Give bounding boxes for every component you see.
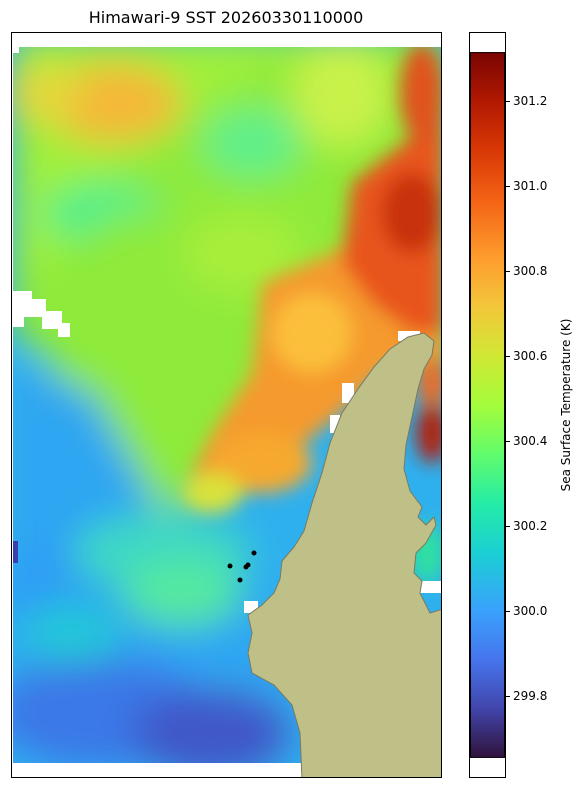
marker-point	[251, 550, 257, 556]
colorbar-tick: 300.2	[506, 520, 566, 532]
colorbar-tick: 301.0	[506, 180, 566, 192]
marker-point	[243, 564, 249, 570]
colorbar-gradient	[469, 32, 506, 778]
colorbar-tick: 300.8	[506, 265, 566, 277]
sst-map-svg	[13, 47, 441, 777]
marker-point	[237, 577, 243, 583]
sst-map-panel	[11, 32, 442, 778]
sst-field	[13, 47, 441, 763]
land-mass	[247, 332, 441, 777]
colorbar-tick: 300.0	[506, 605, 566, 617]
colorbar-tick: 301.2	[506, 95, 566, 107]
colorbar: 301.2 301.0 300.8 300.6 300.4 300.2 300.…	[469, 32, 579, 778]
map-title: Himawari-9 SST 20260330110000	[88, 8, 364, 27]
marker-point	[227, 563, 233, 569]
observation-markers	[227, 550, 257, 583]
colorbar-tick: 300.4	[506, 435, 566, 447]
colorbar-label: Sea Surface Temperature (K)	[559, 318, 573, 492]
colorbar-tick: 300.6	[506, 350, 566, 362]
colorbar-tick: 299.8	[506, 690, 566, 702]
